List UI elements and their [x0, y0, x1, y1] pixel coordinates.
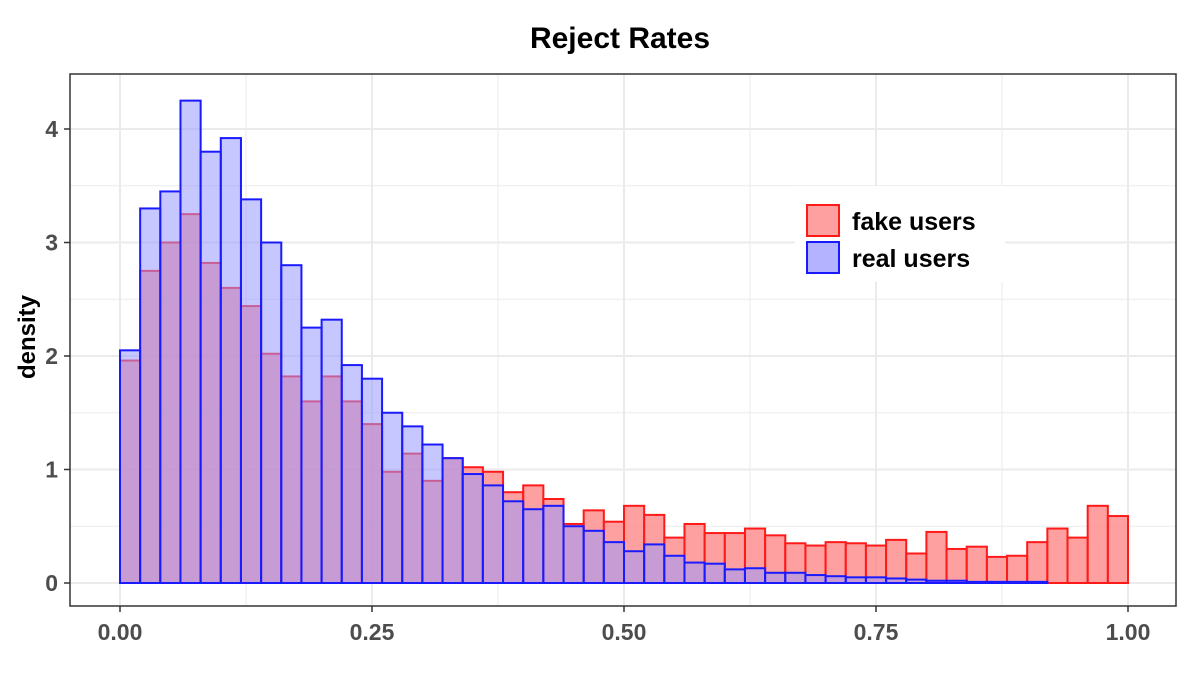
y-tick-label: 0 [45, 570, 58, 596]
fake-users-bar [965, 545, 988, 584]
plot-border [69, 73, 1177, 607]
real-users-bar [502, 500, 525, 584]
fake-users-bar [1006, 554, 1029, 585]
real-users-bar [824, 575, 847, 585]
real-users-bar [602, 541, 626, 585]
y-tick-label: 4 [45, 116, 58, 142]
real-users-bar [381, 411, 404, 584]
x-tick-label: 0.00 [98, 619, 143, 645]
real-users-bar [723, 568, 746, 585]
real-users-bar [199, 150, 222, 584]
real-users-bar [401, 425, 424, 584]
real-users-bar [623, 550, 646, 584]
real-users-bar [542, 504, 565, 585]
real-users-bar [441, 457, 464, 584]
real-users-bar [985, 580, 1009, 584]
real-users-bar [764, 571, 787, 584]
legend-key-fake-users [806, 204, 840, 237]
real-users-bar [340, 364, 363, 584]
x-tick-label: 0.25 [350, 619, 395, 645]
real-users-bar [239, 198, 263, 584]
real-users-bar [562, 525, 585, 584]
real-users-bar [945, 579, 968, 584]
real-users-bar [481, 484, 505, 585]
fake-users-bar [905, 552, 928, 584]
fake-users-bar [1026, 541, 1049, 585]
y-tick-label: 2 [45, 343, 58, 369]
real-users-bar [1006, 580, 1029, 584]
fake-users-bar [885, 538, 908, 584]
real-users-bar [119, 349, 142, 585]
fake-users-bar [1086, 504, 1109, 585]
fake-users-bar [925, 530, 948, 584]
real-users-bar [885, 577, 908, 585]
real-users-bar [965, 580, 988, 584]
real-users-bar [804, 574, 827, 584]
real-users-bar [421, 443, 444, 584]
real-users-bar [300, 326, 323, 584]
real-users-bar [179, 99, 202, 584]
y-tick-label: 3 [45, 230, 58, 256]
real-users-bar [643, 543, 666, 584]
real-users-bar [139, 207, 162, 584]
x-tick-label: 0.75 [854, 619, 899, 645]
x-tick-label: 0.50 [602, 619, 647, 645]
real-users-bar [461, 473, 484, 585]
real-users-bar [320, 318, 343, 584]
legend-label-fake-users: fake users [852, 208, 976, 236]
real-users-bar [925, 579, 948, 584]
real-users-bar [260, 241, 283, 584]
real-users-bar [743, 567, 767, 584]
real-users-bar [663, 554, 686, 585]
real-users-bar [844, 576, 867, 585]
real-users-bar [703, 562, 726, 585]
real-users-bar [219, 137, 242, 585]
legend-key-real-users [806, 241, 840, 274]
legend-label-real-users: real users [852, 245, 970, 273]
real-users-bar [159, 190, 182, 585]
real-users-bar [582, 529, 605, 584]
fake-users-bar [1046, 527, 1069, 585]
fake-users-bar [985, 555, 1009, 585]
real-users-bar [522, 508, 545, 585]
real-users-bar [360, 377, 384, 585]
real-users-bar [683, 561, 706, 585]
real-users-bar [280, 264, 303, 584]
y-tick-label: 1 [45, 457, 58, 483]
fake-users-bar [1106, 515, 1129, 584]
fake-users-bar [945, 547, 968, 585]
real-users-bar [864, 576, 888, 585]
chart-title: Reject Rates [529, 22, 711, 55]
fake-users-bar [1066, 536, 1089, 584]
real-users-bar [1026, 580, 1049, 584]
real-users-bar [784, 571, 807, 584]
x-tick-label: 1.00 [1106, 619, 1151, 645]
real-users-bar [905, 578, 928, 584]
